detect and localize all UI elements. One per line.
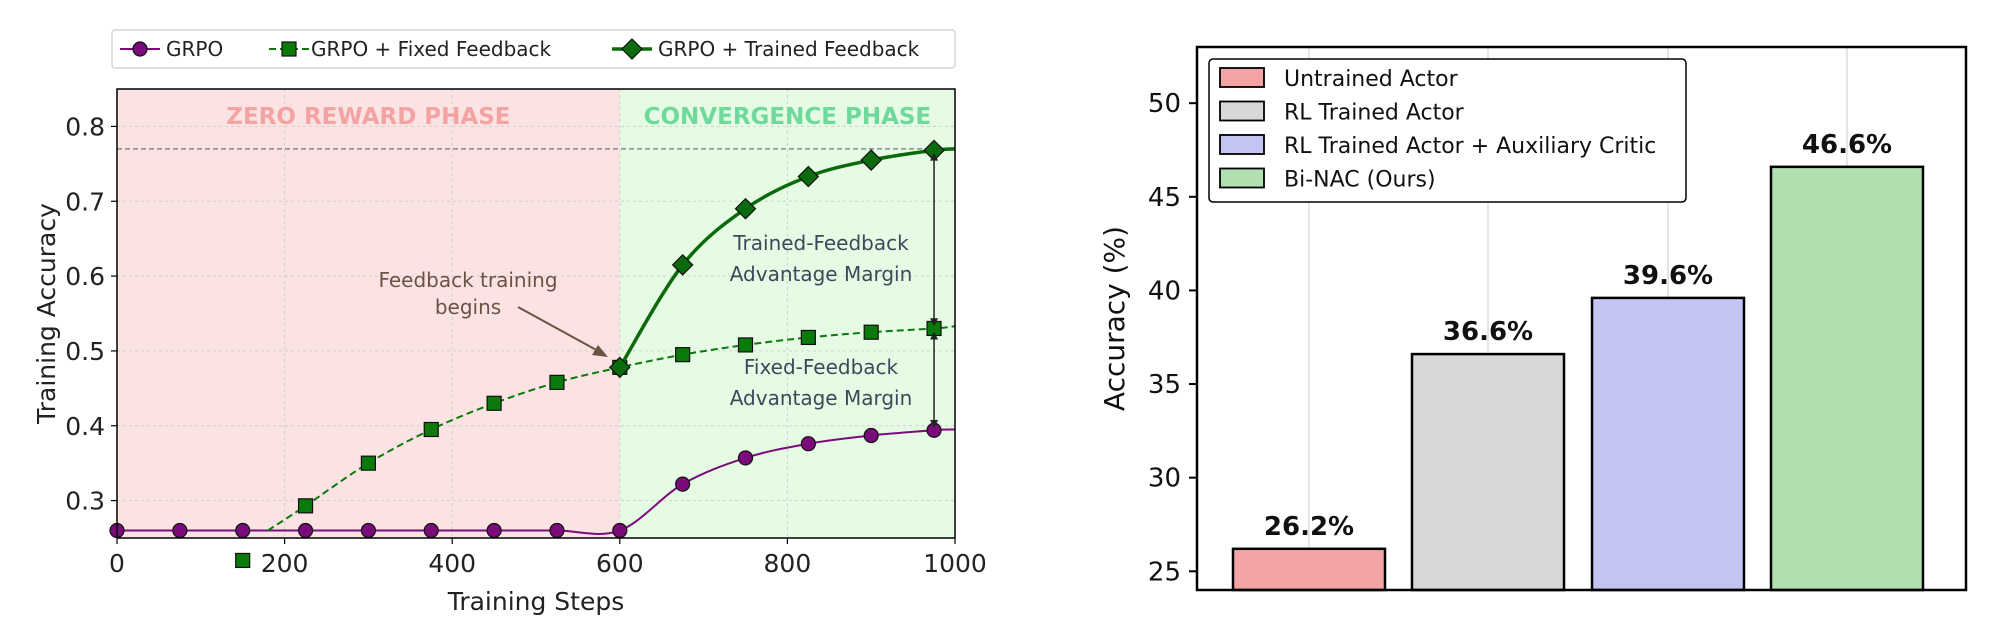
line-chart: ZERO REWARD PHASE CONVERGENCE PHASE Feedb… [32,29,987,616]
margin-arrowhead [930,318,939,327]
data-point [863,324,879,340]
data-point [360,455,376,471]
y-axis-label: Training Accuracy [32,203,61,425]
data-point [797,165,820,188]
data-point [800,329,816,346]
legend-label: RL Trained Actor [1284,101,1465,126]
bar-value-label: 36.6% [1443,317,1533,347]
data-point [235,552,251,569]
data-point [486,522,502,539]
data-point [549,374,565,390]
bar-chart: 26.2% 36.6% 39.6% 46.6% 25 30 35 40 45 50 Accura… [1098,45,1968,592]
data-point [360,522,376,539]
margin-arrowhead [930,419,939,428]
y-tick-label: 0.7 [65,187,105,216]
annotation-arrow [517,306,601,353]
legend-box [1208,58,1687,203]
y-tick-label: 0.5 [65,337,105,366]
x-axis-label: Training Steps [447,587,625,616]
data-point [671,254,694,276]
legend-marker [621,38,643,60]
legend-box [111,29,956,69]
data-point [737,337,754,353]
legend-marker [132,41,148,57]
annotation-line: Fixed-Feedback [744,355,899,379]
annotation-arrowhead [592,345,608,357]
data-point [863,427,879,444]
legend-label: GRPO + Trained Feedback [658,37,920,61]
annotation-line: Feedback training [378,268,557,292]
data-point [549,522,565,539]
legend: GRPO GRPO + Fixed Feedback GRPO + Trained … [111,29,956,69]
legend-marker [281,41,297,57]
legend-swatch [1219,167,1265,189]
plot-frame [116,88,956,539]
annotation-text: Feedback training begins [378,268,557,319]
data-point [675,347,691,363]
bar-value-label: 39.6% [1623,261,1713,291]
y-tick-label: 0.6 [65,262,105,291]
data-point [297,498,314,514]
bar [1410,352,1566,592]
data-point [608,356,631,379]
y-tick-label: 35 [1148,370,1181,400]
margin-arrowhead [930,152,939,161]
data-point [172,522,188,539]
y-tick-label: 0.8 [65,112,105,141]
data-point [860,149,883,171]
legend-label: GRPO [166,37,223,61]
annotation-line: Advantage Margin [730,386,913,410]
legend-swatch [1219,100,1265,122]
legend-label: Untrained Actor [1284,67,1459,92]
x-tick-label: 200 [261,549,309,578]
phase-label: CONVERGENCE PHASE [644,104,932,130]
data-point [737,450,754,466]
annotation-text: Trained-Feedback Advantage Margin [730,231,913,286]
y-tick-label: 30 [1148,464,1181,494]
y-tick-label: 45 [1148,183,1181,213]
data-point [235,522,251,539]
phase-label: ZERO REWARD PHASE [226,104,510,130]
y-tick-label: 40 [1148,276,1181,306]
x-tick-label: 400 [428,549,476,578]
data-point [486,395,502,411]
annotation-line: Advantage Margin [730,262,913,286]
legend-swatch [1219,67,1265,88]
plot-frame [1195,45,1968,592]
data-point [423,522,439,539]
legend-label: GRPO + Fixed Feedback [311,37,552,61]
y-tick-label: 0.3 [65,487,105,516]
bar [1769,165,1925,592]
x-tick-label: 0 [109,549,125,578]
x-tick-label: 800 [764,549,812,578]
legend-swatch [1219,134,1265,155]
data-point [675,476,691,492]
annotation-text: Fixed-Feedback Advantage Margin [730,355,913,410]
y-tick-label: 0.4 [65,412,105,441]
annotation-line: begins [435,295,501,319]
x-tick-label: 1000 [923,549,987,578]
data-point [800,436,816,452]
legend-label: RL Trained Actor + Auxiliary Critic [1284,134,1656,159]
margin-arrowhead [930,331,939,340]
bar-value-label: 26.2% [1264,512,1354,542]
bar [1231,547,1387,592]
legend-label: Bi-NAC (Ours) [1284,168,1436,193]
annotation-line: Trained-Feedback [732,231,909,255]
legend: Untrained Actor RL Trained Actor RL Traine… [1208,58,1687,203]
y-tick-label: 25 [1148,557,1181,587]
data-point [734,197,757,220]
bar-value-label: 46.6% [1802,130,1892,160]
data-point [297,522,314,539]
data-point [423,421,439,438]
y-axis-label: Accuracy (%) [1098,226,1131,411]
x-tick-label: 600 [596,549,644,578]
data-point [612,522,628,539]
bar [1590,296,1746,592]
y-tick-label: 50 [1148,89,1181,119]
